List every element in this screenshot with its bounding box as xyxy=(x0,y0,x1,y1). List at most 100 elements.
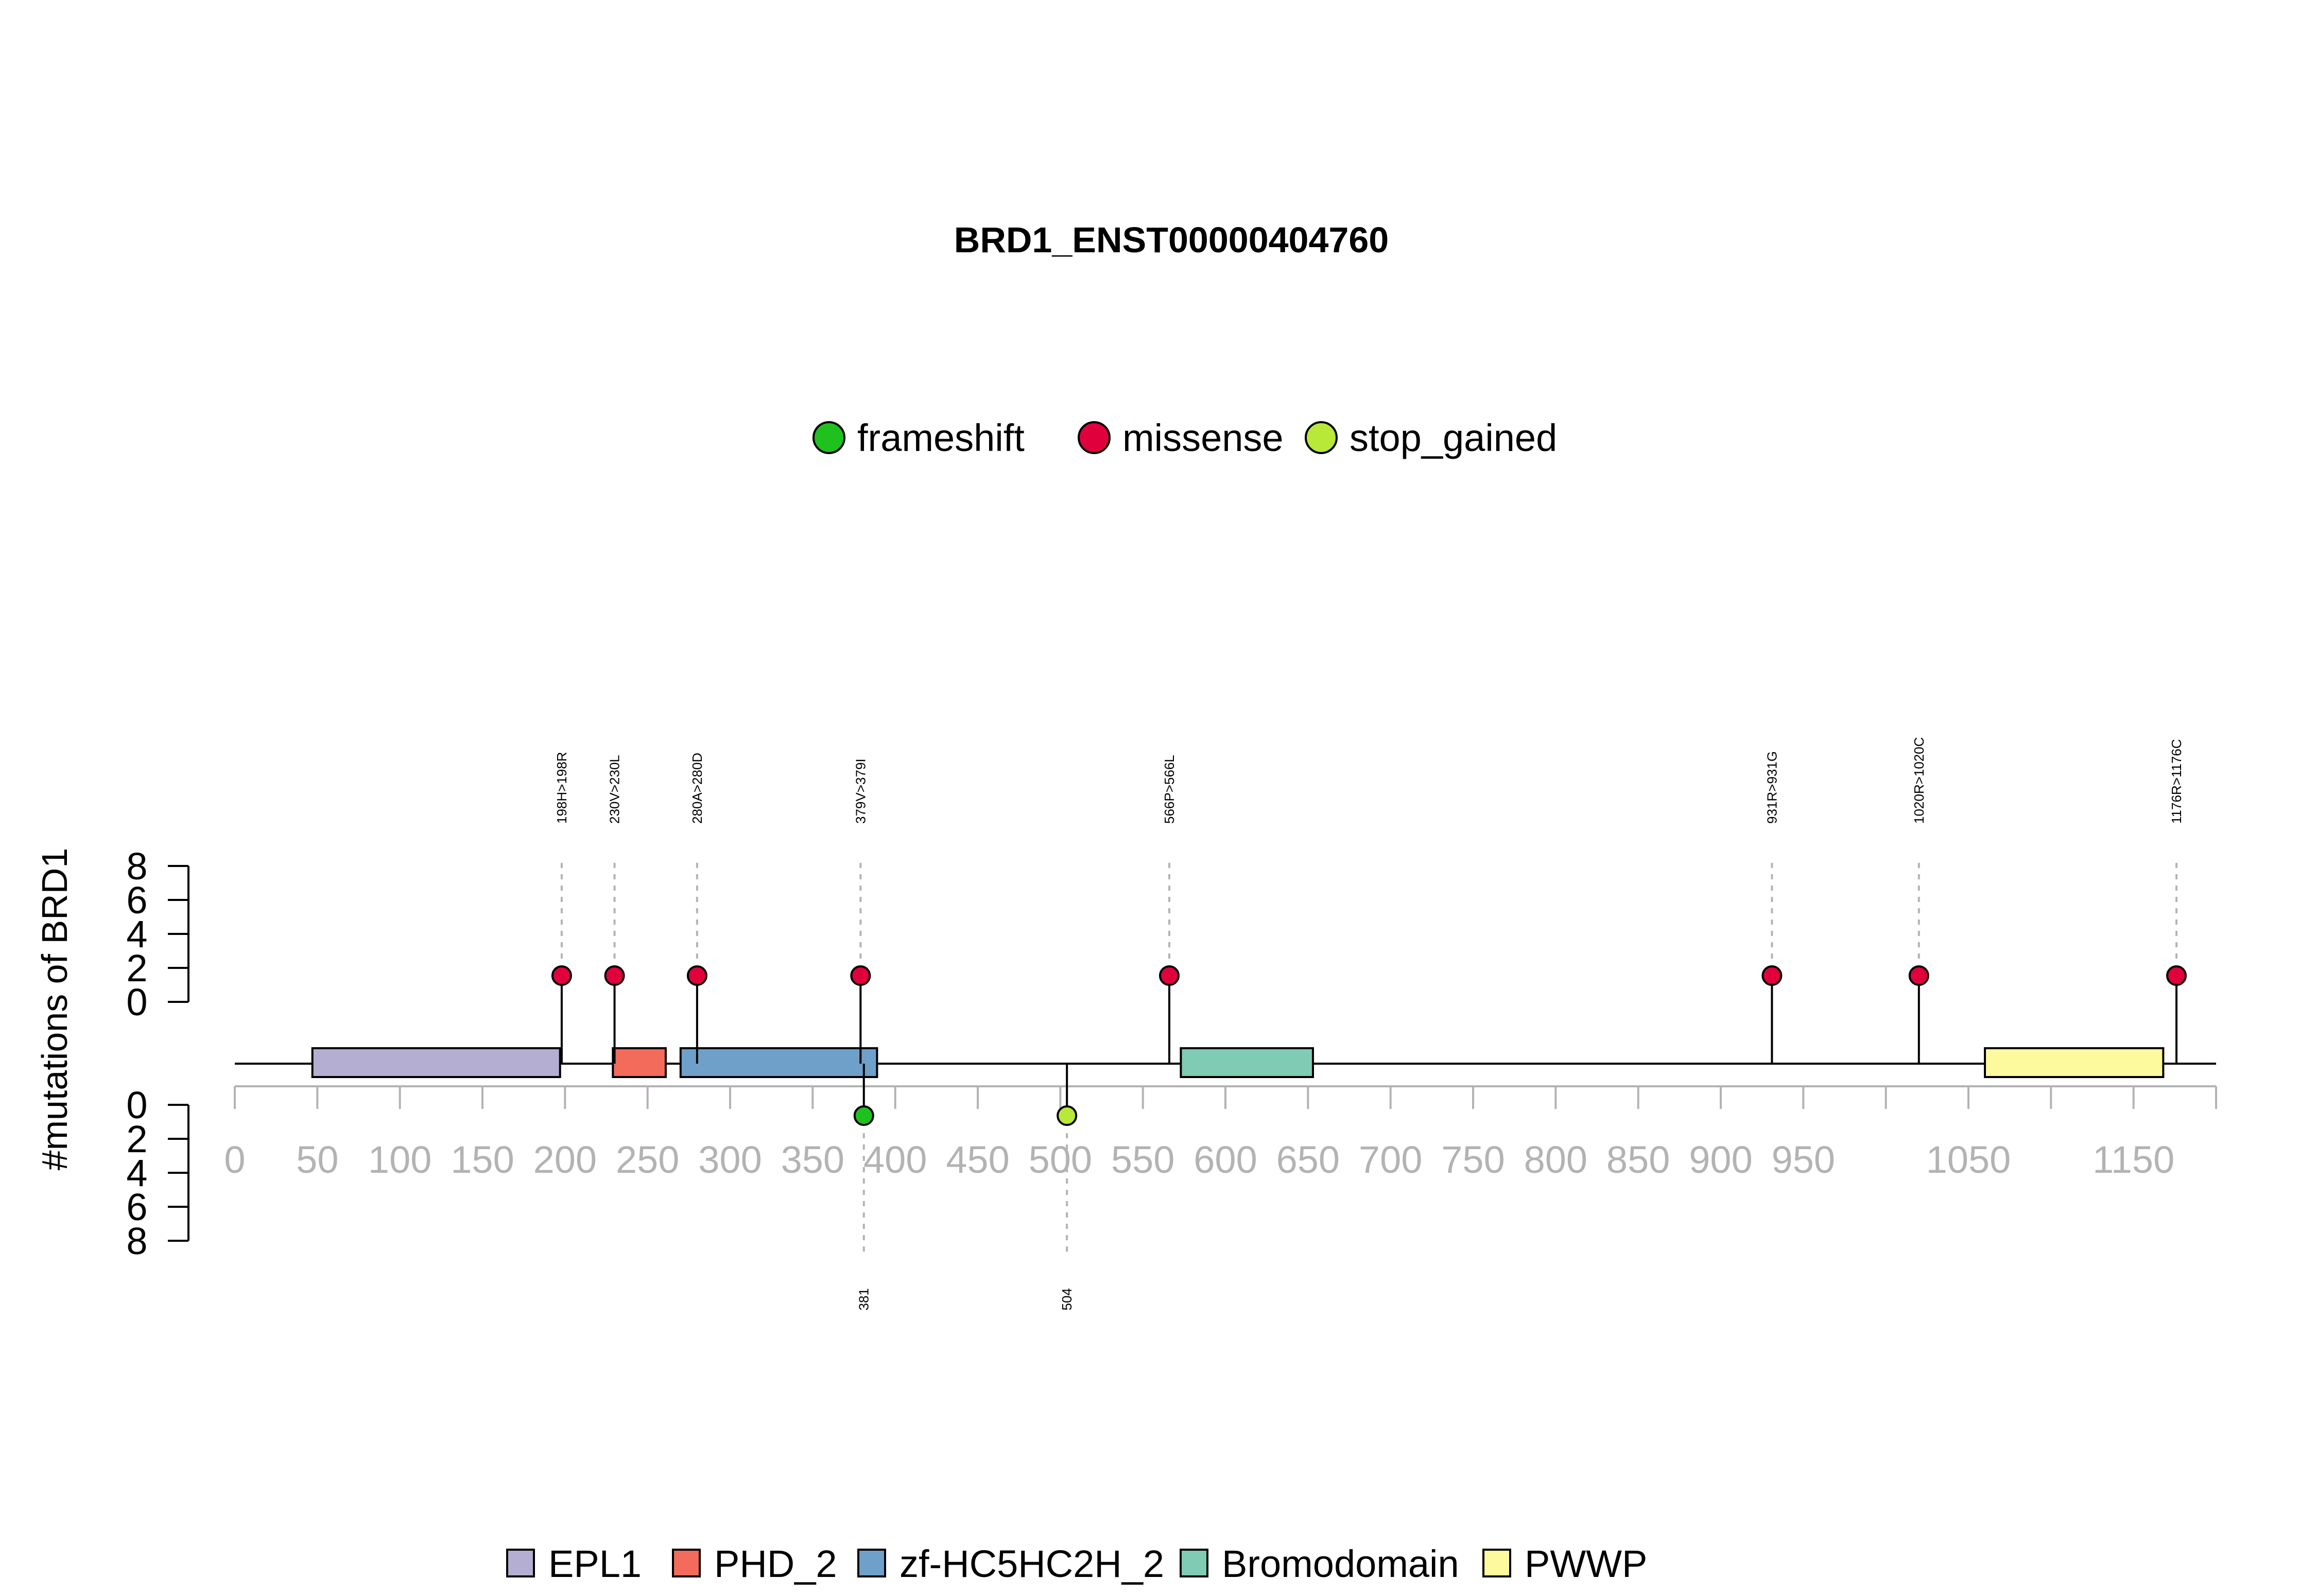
y-tick-label: 0 xyxy=(126,981,147,1023)
lollipop-head xyxy=(1761,965,1783,986)
mutation-label: 504 xyxy=(1059,1288,1075,1310)
y-tick-label: 6 xyxy=(126,1186,147,1228)
domain-pwwp xyxy=(1984,1047,2165,1078)
x-tick-label: 600 xyxy=(1194,1138,1257,1181)
legend-item-stop-gained: stop_gained xyxy=(1305,417,1557,459)
x-tick-label: 550 xyxy=(1111,1138,1174,1181)
legend-label-missense: missense xyxy=(1122,417,1284,459)
lollipop-head xyxy=(686,965,707,986)
mutation-label: 280A>280D xyxy=(689,753,705,824)
x-tick-label: 650 xyxy=(1276,1138,1340,1181)
legend-item-bromodomain: Bromodomain xyxy=(1180,1542,1459,1585)
legend-item-pwwp: PWWP xyxy=(1482,1542,1647,1585)
lollipop-head xyxy=(1908,965,1929,986)
lollipop-head xyxy=(853,1105,874,1126)
mutation-label: 381 xyxy=(856,1288,872,1310)
x-tick-label: 500 xyxy=(1029,1138,1092,1181)
lollipops-bottom: 381 504 xyxy=(853,1064,1078,1310)
lollipop-230v-230l: 230V>230L xyxy=(604,755,625,1064)
lollipop-1020r-1020c: 1020R>1020C xyxy=(1908,737,1929,1064)
mutation-label: 1176R>1176C xyxy=(2169,739,2184,824)
x-tick-label: 450 xyxy=(946,1138,1009,1181)
x-tick-label: 1150 xyxy=(2093,1138,2174,1181)
lollipop-1176r-1176c: 1176R>1176C xyxy=(2166,739,2187,1064)
lollipop-280a-280d: 280A>280D xyxy=(686,753,707,1064)
y-tick-label: 8 xyxy=(126,845,147,888)
lollipop-566p-566l: 566P>566L xyxy=(1158,755,1180,1064)
zf-hc5hc2h-2-swatch-icon xyxy=(857,1549,886,1577)
x-tick-label: 900 xyxy=(1689,1138,1752,1181)
bromodomain-swatch-icon xyxy=(1180,1549,1208,1577)
x-tick-label: 800 xyxy=(1524,1138,1587,1181)
missense-marker-icon xyxy=(1078,421,1111,454)
lollipop-504: 504 xyxy=(1057,1064,1078,1310)
lollipop-head xyxy=(850,965,871,986)
lollipop-198h-198r: 198H>198R xyxy=(551,752,572,1064)
mutation-label: 931R>931G xyxy=(1764,751,1779,824)
domain-phd-2 xyxy=(612,1047,667,1078)
legend-label-phd-2: PHD_2 xyxy=(714,1542,837,1585)
x-tick-label: 950 xyxy=(1772,1138,1835,1181)
x-tick-label: 700 xyxy=(1359,1138,1422,1181)
frameshift-marker-icon xyxy=(812,421,845,454)
stop-gained-marker-icon xyxy=(1305,421,1338,454)
chart-title: BRD1_ENST00000404760 xyxy=(954,220,1389,260)
lollipop-head xyxy=(551,965,572,986)
domain-track xyxy=(311,1047,2165,1078)
y-tick-label: 2 xyxy=(126,947,147,990)
legend-label-bromodomain: Bromodomain xyxy=(1222,1542,1459,1585)
phd-2-swatch-icon xyxy=(672,1549,701,1577)
lollipop-head xyxy=(604,965,625,986)
y-axis-label: #mutations of BRD1 xyxy=(34,848,75,1170)
x-tick-label: 100 xyxy=(368,1138,431,1181)
mutation-label: 198H>198R xyxy=(554,752,569,824)
x-tick-label: 400 xyxy=(863,1138,927,1181)
lollipop-head xyxy=(1158,965,1180,986)
legend-label-epl1: EPL1 xyxy=(548,1542,642,1585)
x-tick-label: 750 xyxy=(1441,1138,1505,1181)
mutation-label: 566P>566L xyxy=(1162,755,1177,824)
y-tick-label: 2 xyxy=(126,1118,147,1160)
mutation-label: 230V>230L xyxy=(607,755,623,824)
legend-label-frameshift: frameshift xyxy=(857,417,1025,459)
lollipop-381: 381 xyxy=(853,1064,874,1310)
y-tick-label: 4 xyxy=(126,1152,147,1194)
legend-item-missense: missense xyxy=(1078,417,1284,459)
x-axis: 0 50 100 150 200 250 300 350 400 450 500 550 600 650 7… xyxy=(224,1085,2217,1181)
x-tick-label: 0 xyxy=(224,1138,245,1181)
lollipop-head xyxy=(1057,1105,1078,1126)
legend-item-epl1: EPL1 xyxy=(506,1542,642,1585)
lollipop-379v-379i: 379V>379I xyxy=(850,758,871,1064)
legend-item-frameshift: frameshift xyxy=(812,417,1025,459)
legend-label-stop-gained: stop_gained xyxy=(1350,417,1557,459)
domain-epl1 xyxy=(311,1047,561,1078)
y-tick-label: 6 xyxy=(126,879,147,922)
legend-item-phd-2: PHD_2 xyxy=(672,1542,837,1585)
domain-zf-hc5hc2h-2 xyxy=(679,1047,878,1078)
pwwp-swatch-icon xyxy=(1482,1549,1511,1577)
x-tick-label: 200 xyxy=(533,1138,597,1181)
mutation-label: 1020R>1020C xyxy=(1911,737,1927,824)
domain-bromodomain xyxy=(1180,1047,1314,1078)
lollipop-head xyxy=(2166,965,2187,986)
x-tick-label: 250 xyxy=(616,1138,679,1181)
x-tick-label: 350 xyxy=(781,1138,844,1181)
legend-label-pwwp: PWWP xyxy=(1525,1542,1647,1585)
x-tick-label: 1050 xyxy=(1926,1138,2011,1181)
x-tick-label: 50 xyxy=(296,1138,338,1181)
lollipop-931r-931g: 931R>931G xyxy=(1761,751,1783,1064)
domain-legend: EPL1 PHD_2 zf-HC5HC2H_2 Bromodomain PWWP xyxy=(506,1542,1647,1585)
x-tick-label: 850 xyxy=(1606,1138,1670,1181)
mutation-label: 379V>379I xyxy=(853,758,868,824)
y-tick-label: 4 xyxy=(126,913,147,956)
legend-item-zf-hc5hc2h-2: zf-HC5HC2H_2 xyxy=(857,1542,1164,1585)
x-tick-label: 300 xyxy=(698,1138,762,1181)
epl1-swatch-icon xyxy=(506,1549,535,1577)
x-tick-label: 150 xyxy=(451,1138,514,1181)
lollipops-top: 198H>198R 230V>230L 280A>280D 379V>379I 566P… xyxy=(551,737,2187,1064)
y-tick-label: 8 xyxy=(126,1220,147,1262)
mutation-type-legend: frameshift missense stop_gained xyxy=(812,417,1557,459)
